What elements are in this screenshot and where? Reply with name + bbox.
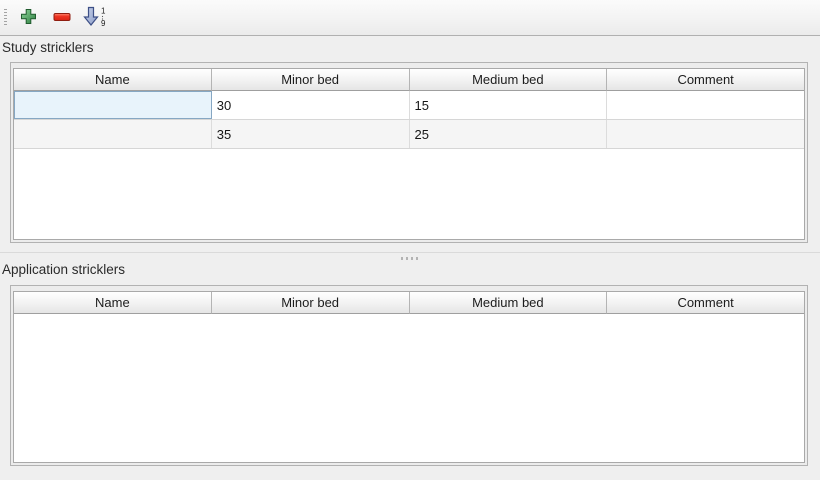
study-stricklers-panel: Name Minor bed Medium bed Comment 30 15 … <box>10 62 808 243</box>
table-empty-area[interactable] <box>14 314 804 462</box>
medium-bed-cell[interactable]: 15 <box>410 91 608 119</box>
remove-row-button[interactable] <box>49 5 75 31</box>
column-header-comment[interactable]: Comment <box>607 292 804 314</box>
column-header-medium-bed[interactable]: Medium bed <box>409 292 608 314</box>
table-header-row: Name Minor bed Medium bed Comment <box>14 292 804 314</box>
application-stricklers-table[interactable]: Name Minor bed Medium bed Comment <box>13 291 805 463</box>
comment-cell[interactable] <box>607 91 804 119</box>
column-header-name[interactable]: Name <box>14 292 212 314</box>
minor-bed-cell[interactable]: 35 <box>212 120 410 148</box>
application-stricklers-panel: Name Minor bed Medium bed Comment <box>10 285 808 466</box>
sort-badge-top: 1 <box>101 6 106 15</box>
table-empty-area[interactable] <box>14 149 804 239</box>
table-row: 35 25 <box>14 120 804 149</box>
minus-icon <box>53 10 71 25</box>
plus-icon <box>20 8 37 28</box>
name-cell[interactable] <box>14 120 212 148</box>
medium-bed-cell[interactable]: 25 <box>410 120 608 148</box>
sort-ascending-icon: 1 9 <box>83 6 109 30</box>
sort-ascending-button[interactable]: 1 9 <box>81 5 111 31</box>
splitter-line <box>0 252 820 253</box>
add-row-button[interactable] <box>15 5 41 31</box>
table-header-row: Name Minor bed Medium bed Comment <box>14 69 804 91</box>
toolbar: 1 9 <box>0 0 820 36</box>
comment-cell[interactable] <box>607 120 804 148</box>
sort-badge-bottom: 9 <box>101 19 106 27</box>
study-stricklers-label: Study stricklers <box>2 40 94 55</box>
application-stricklers-label: Application stricklers <box>2 262 126 277</box>
toolbar-drag-handle[interactable] <box>4 8 7 27</box>
column-header-medium-bed[interactable]: Medium bed <box>409 69 608 91</box>
study-stricklers-table[interactable]: Name Minor bed Medium bed Comment 30 15 … <box>13 68 805 240</box>
name-cell-editor[interactable] <box>14 91 212 119</box>
column-header-minor-bed[interactable]: Minor bed <box>211 292 410 314</box>
column-header-name[interactable]: Name <box>14 69 212 91</box>
minor-bed-cell[interactable]: 30 <box>212 91 410 119</box>
column-header-comment[interactable]: Comment <box>607 69 804 91</box>
table-row: 30 15 <box>14 91 804 120</box>
splitter-handle[interactable] <box>401 257 421 260</box>
column-header-minor-bed[interactable]: Minor bed <box>211 69 410 91</box>
